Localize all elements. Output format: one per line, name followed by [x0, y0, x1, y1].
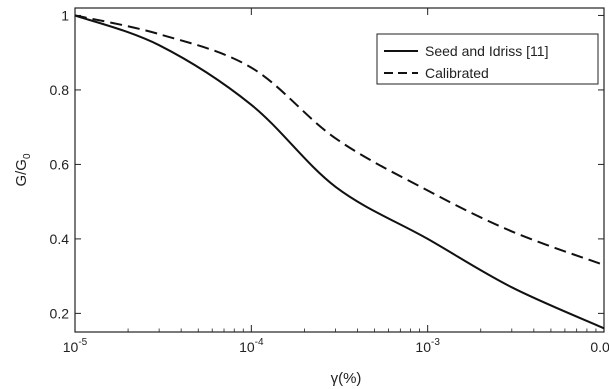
y-tick-label: 0.4 [50, 231, 70, 247]
y-tick-label: 0.2 [50, 305, 70, 321]
series-line-calibrated [74, 14, 605, 266]
x-axis-title: γ(%) [331, 370, 362, 387]
y-axis-title-main: G/G [13, 159, 30, 187]
y-axis-title: G/G0 [13, 153, 33, 187]
y-tick-label: 0.8 [50, 82, 70, 98]
legend-label-seed: Seed and Idriss [11] [425, 43, 548, 59]
axis-ticks: 0.2 0.4 0.6 0.8 1 10-5 10-4 10-3 0.01 [50, 7, 609, 355]
x-tick-label: 10-3 [415, 337, 440, 355]
y-tick-label: 0.6 [50, 156, 70, 172]
y-axis-title-subscript: 0 [22, 153, 33, 159]
series-group [74, 14, 605, 330]
x-tick-label: 10-5 [63, 337, 88, 355]
x-tick-label: 0.01 [590, 339, 609, 355]
legend: Seed and Idriss [11] Calibrated [376, 33, 599, 85]
legend-box [376, 33, 599, 85]
series-line-seed-idriss [74, 14, 605, 330]
legend-label-calibrated: Calibrated [425, 65, 489, 81]
x-tick-label: 10-4 [239, 337, 264, 355]
y-tick-label: 1 [61, 7, 69, 23]
